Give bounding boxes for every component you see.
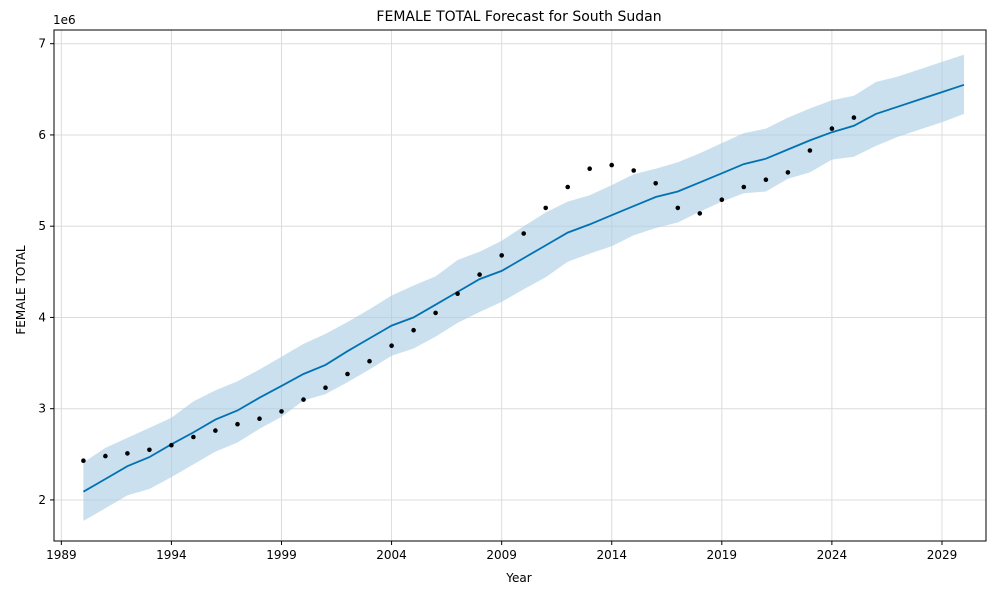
actual-point xyxy=(455,291,460,297)
actual-point xyxy=(631,168,636,173)
y-tick-label: 6 xyxy=(38,128,46,142)
y-axis-offset-label: 1e6 xyxy=(53,13,76,27)
x-axis-ticks: 1989 1994 1999 2004 2009 2014 2019 2024 2029 xyxy=(46,541,957,562)
actual-point xyxy=(565,184,570,190)
actual-point xyxy=(301,397,306,402)
x-tick-label: 1999 xyxy=(266,548,297,562)
y-axis-title: FEMALE TOTAL xyxy=(14,245,28,335)
actual-point xyxy=(191,434,196,440)
actual-point xyxy=(81,458,86,464)
y-axis-ticks: 2 3 4 5 6 7 xyxy=(38,37,54,507)
actual-point xyxy=(521,231,526,236)
actual-point xyxy=(697,211,703,216)
actual-point xyxy=(499,253,505,258)
plot-frame xyxy=(53,29,987,542)
actual-point xyxy=(213,428,218,433)
actual-point xyxy=(587,166,592,171)
actual-point xyxy=(367,358,372,364)
actual-point xyxy=(653,181,658,186)
x-axis-title: Year xyxy=(505,571,531,585)
actual-point xyxy=(257,416,262,422)
x-tick-label: 2009 xyxy=(486,548,517,562)
actual-point xyxy=(719,197,725,202)
actual-point xyxy=(785,170,791,175)
actual-point xyxy=(235,421,240,427)
actual-point xyxy=(851,115,857,120)
actual-point xyxy=(125,451,130,456)
y-tick-label: 5 xyxy=(38,219,46,233)
y-tick-label: 3 xyxy=(38,402,46,416)
uncertainty-band xyxy=(83,54,964,521)
uncertainty-band-layer xyxy=(83,54,964,521)
actual-point xyxy=(675,205,681,211)
actual-point xyxy=(345,371,350,377)
actual-point xyxy=(323,385,328,391)
y-tick-label: 4 xyxy=(38,310,46,324)
forecast-line xyxy=(82,83,965,493)
actual-point xyxy=(279,409,284,414)
x-tick-label: 1989 xyxy=(46,548,77,562)
actual-point xyxy=(389,343,394,349)
actual-point xyxy=(609,162,614,168)
actual-point xyxy=(763,177,769,182)
y-tick-label: 7 xyxy=(38,37,46,51)
actual-point xyxy=(543,205,548,211)
x-tick-label: 2024 xyxy=(817,548,848,562)
actual-point xyxy=(411,327,416,333)
actual-point xyxy=(807,148,813,153)
y-tick-label: 2 xyxy=(38,493,46,507)
forecast-line-layer xyxy=(82,83,965,493)
actual-points-layer xyxy=(81,115,857,464)
chart-title: FEMALE TOTAL Forecast for South Sudan xyxy=(376,9,661,25)
x-tick-label: 2004 xyxy=(376,548,407,562)
actual-point xyxy=(169,442,174,448)
actual-point xyxy=(147,447,152,453)
x-tick-label: 2019 xyxy=(707,548,738,562)
x-tick-label: 1994 xyxy=(156,548,187,562)
actual-point xyxy=(433,310,438,316)
x-tick-label: 2029 xyxy=(927,548,958,562)
actual-point xyxy=(741,184,747,190)
actual-point xyxy=(829,126,835,131)
actual-point xyxy=(103,453,108,459)
x-tick-label: 2014 xyxy=(596,548,627,562)
actual-point xyxy=(477,272,482,277)
